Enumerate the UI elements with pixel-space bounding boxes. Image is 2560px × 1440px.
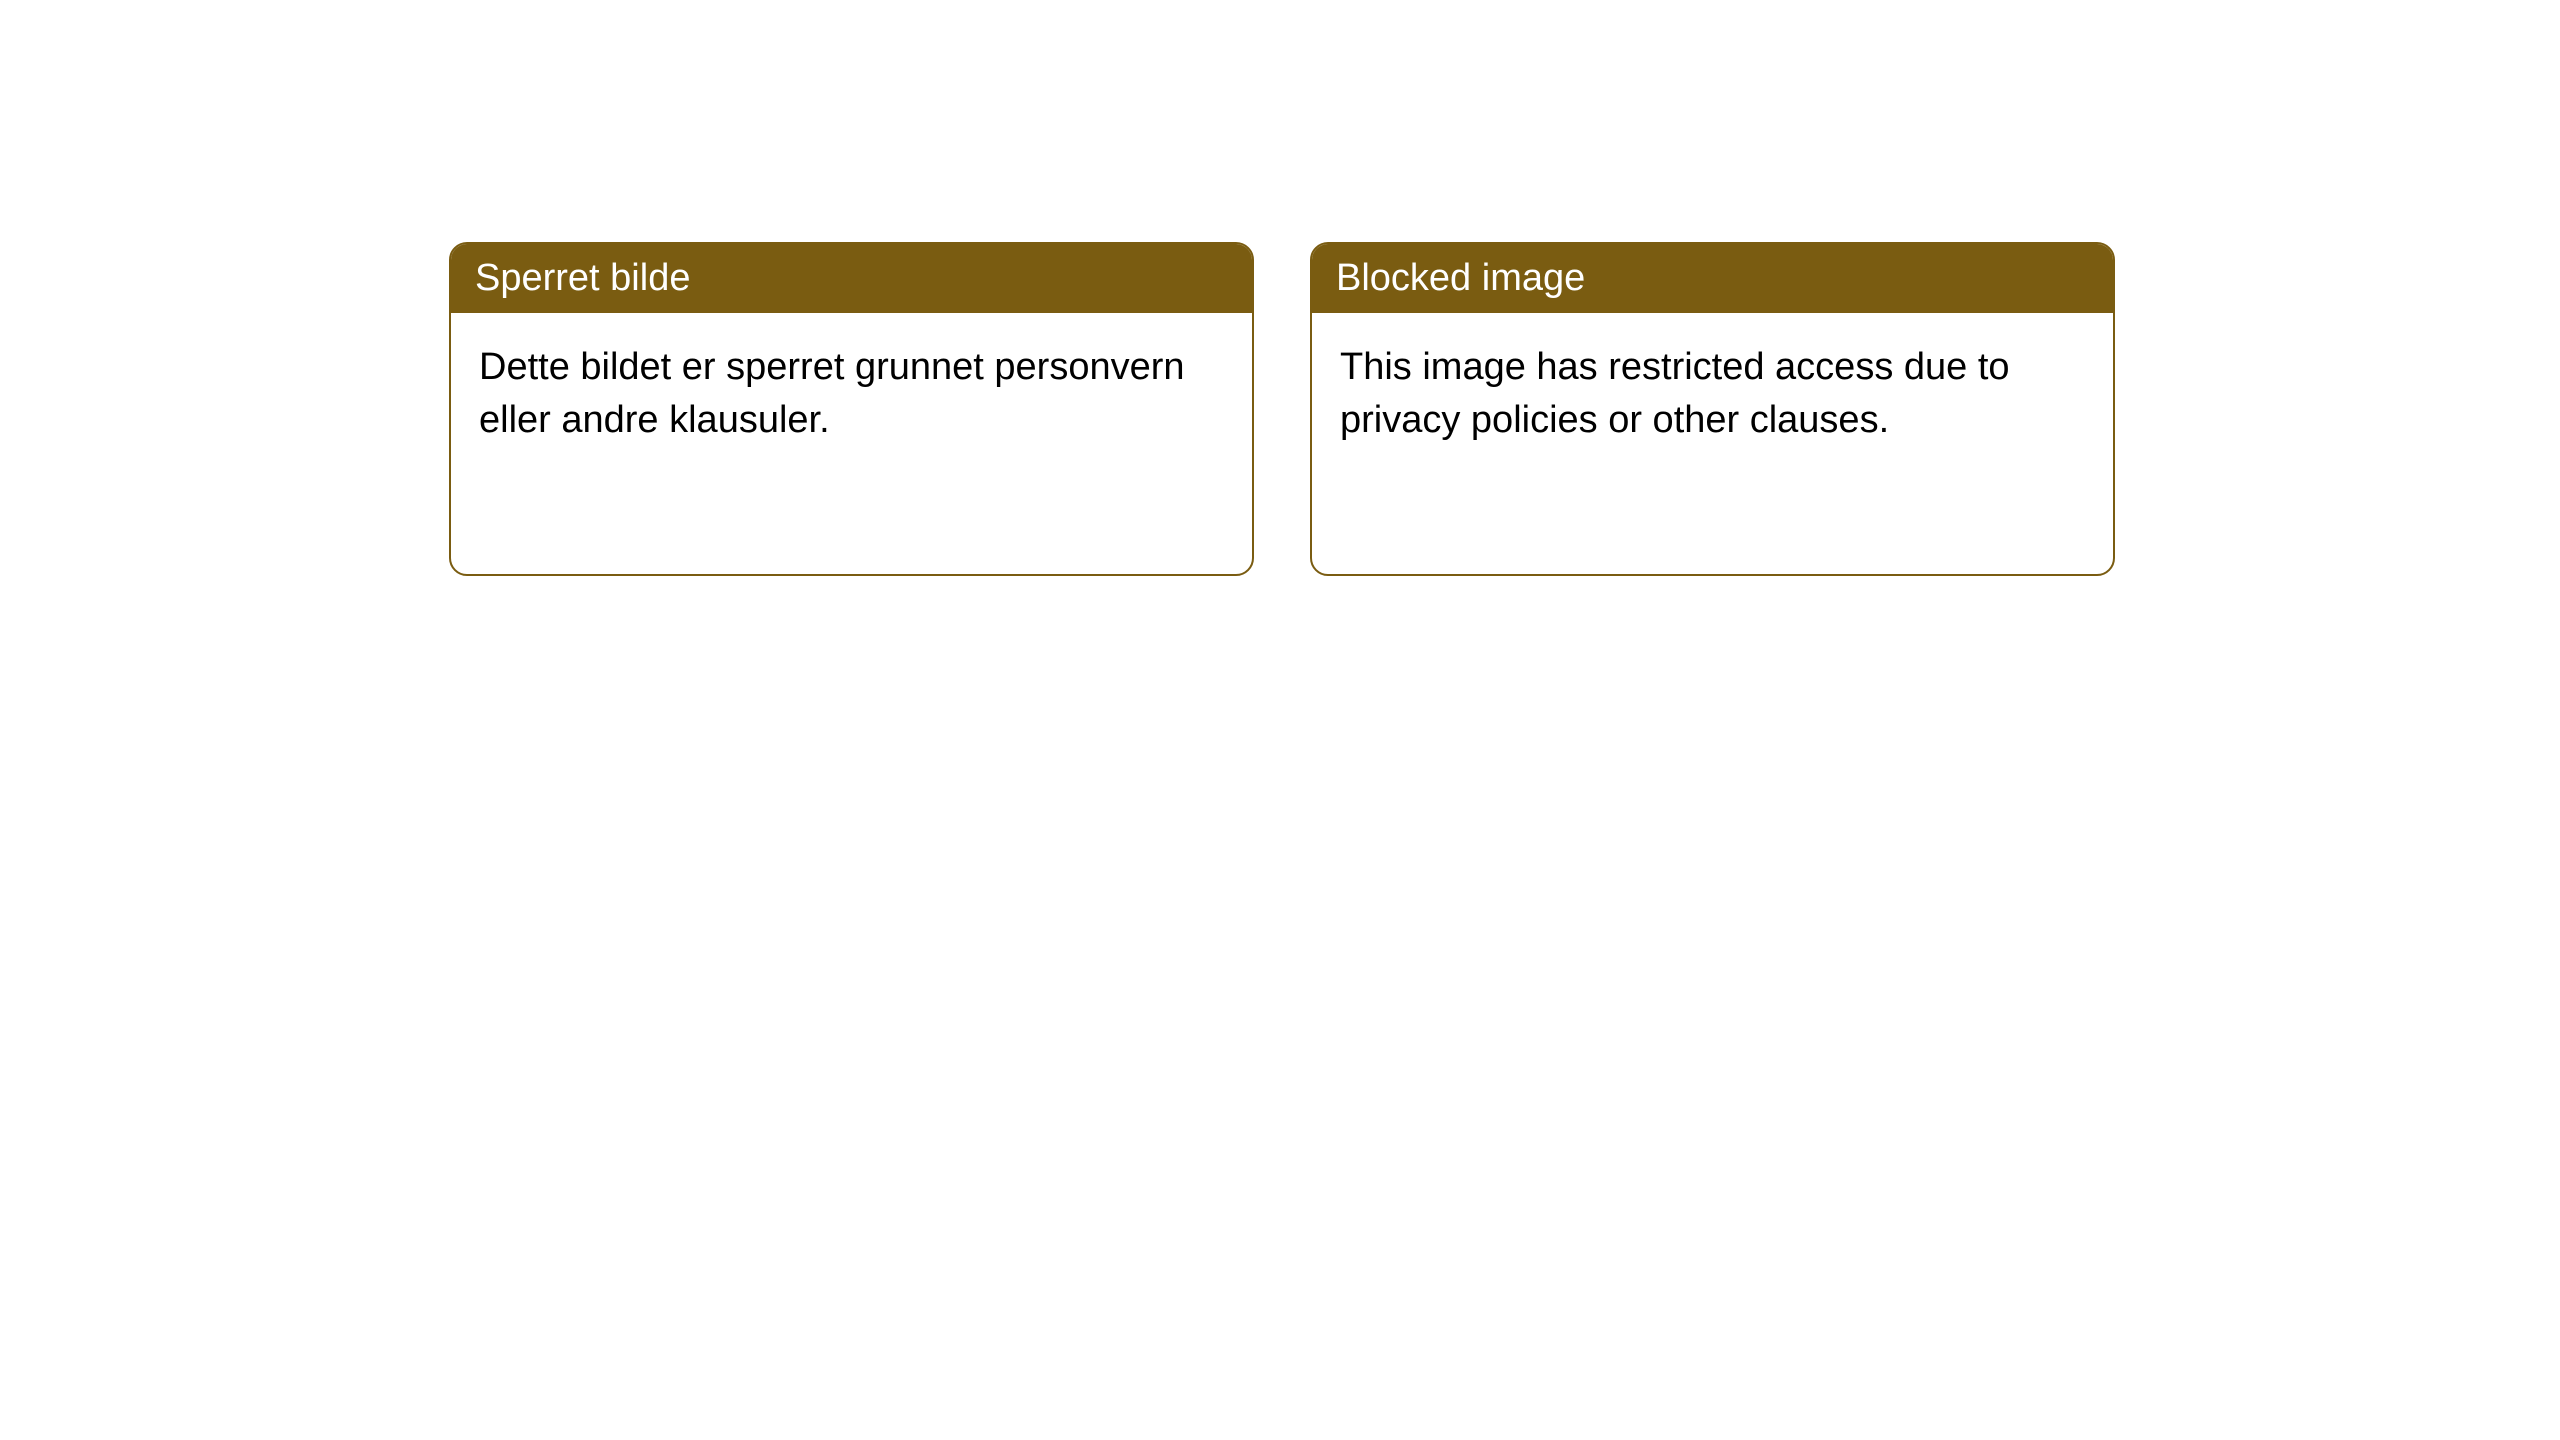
notice-title: Blocked image <box>1312 244 2113 313</box>
notice-box-norwegian: Sperret bilde Dette bildet er sperret gr… <box>449 242 1254 576</box>
notice-title: Sperret bilde <box>451 244 1252 313</box>
notice-message: Dette bildet er sperret grunnet personve… <box>451 313 1252 474</box>
notice-message: This image has restricted access due to … <box>1312 313 2113 474</box>
notice-box-english: Blocked image This image has restricted … <box>1310 242 2115 576</box>
notice-container: Sperret bilde Dette bildet er sperret gr… <box>0 0 2560 576</box>
